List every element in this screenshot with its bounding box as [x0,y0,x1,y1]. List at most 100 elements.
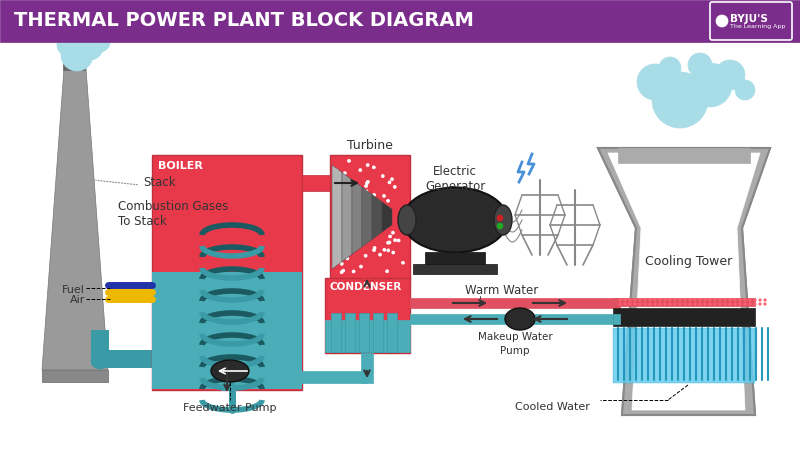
Circle shape [764,303,766,305]
Circle shape [354,231,358,234]
Polygon shape [598,148,770,415]
Bar [613,328,755,383]
Circle shape [664,303,666,305]
Circle shape [694,303,696,305]
Bar [0,0,800,42]
Circle shape [57,34,79,56]
Circle shape [694,299,696,301]
Circle shape [714,299,716,301]
Text: Pump: Pump [500,346,530,356]
Circle shape [718,303,722,305]
Circle shape [699,303,701,305]
Circle shape [347,159,350,163]
Bar [361,353,373,383]
Circle shape [684,299,686,301]
Bar [613,308,755,326]
Circle shape [378,222,381,225]
Circle shape [354,235,357,237]
Circle shape [343,172,346,175]
Circle shape [380,212,383,216]
Circle shape [619,303,622,305]
Circle shape [402,261,405,264]
Polygon shape [332,165,342,269]
Circle shape [364,231,366,234]
Bar [613,314,620,324]
Circle shape [749,299,751,301]
Text: CONDENSER: CONDENSER [329,282,402,292]
Circle shape [724,299,726,301]
Circle shape [654,299,656,301]
Circle shape [735,80,755,100]
Circle shape [397,239,400,242]
Circle shape [388,209,390,212]
Bar [152,272,302,389]
Circle shape [390,178,394,181]
Circle shape [659,57,681,79]
Bar [100,350,162,368]
Circle shape [634,303,636,305]
Circle shape [373,247,376,250]
Bar [410,298,620,308]
Circle shape [749,303,751,305]
Circle shape [344,237,347,240]
Circle shape [758,303,762,305]
Text: Electric
Generator: Electric Generator [425,165,485,193]
Circle shape [638,299,642,301]
Circle shape [382,194,386,197]
Circle shape [382,175,384,178]
Circle shape [340,271,343,274]
Bar [361,278,373,280]
Circle shape [361,192,364,195]
Circle shape [764,299,766,301]
Text: Stack: Stack [143,176,176,188]
Circle shape [659,299,662,301]
Circle shape [699,299,701,301]
Bar [618,148,750,163]
Circle shape [364,254,367,257]
Text: THERMAL POWER PLANT BLOCK DIAGRAM: THERMAL POWER PLANT BLOCK DIAGRAM [14,11,474,30]
Circle shape [718,299,722,301]
Circle shape [336,209,338,212]
Circle shape [338,191,341,194]
Bar [63,55,85,70]
Circle shape [91,351,109,369]
Circle shape [684,303,686,305]
Bar [387,313,397,352]
Circle shape [342,210,346,213]
Circle shape [355,225,358,228]
Text: BYJU'S: BYJU'S [730,14,768,24]
Circle shape [346,257,349,260]
Text: Fuel: Fuel [62,285,85,295]
Text: Turbine: Turbine [347,139,393,152]
Bar [373,313,383,352]
Circle shape [729,303,731,305]
Circle shape [704,303,706,305]
Text: Feedwater Pump: Feedwater Pump [183,403,277,413]
Bar [302,175,367,191]
Circle shape [674,299,676,301]
Circle shape [383,248,386,251]
Circle shape [652,72,708,128]
Circle shape [365,185,367,188]
Circle shape [342,213,346,216]
Circle shape [688,53,712,77]
Circle shape [624,303,626,305]
Circle shape [497,215,503,221]
Bar [221,371,233,390]
Text: Makeup Water: Makeup Water [478,332,552,342]
Polygon shape [42,55,108,370]
Ellipse shape [211,360,249,382]
Bar [325,320,410,352]
Circle shape [359,265,362,268]
Circle shape [664,299,666,301]
Circle shape [638,303,642,305]
Circle shape [394,239,397,242]
Circle shape [688,63,732,107]
Bar [410,212,440,222]
Circle shape [739,299,742,301]
Circle shape [378,253,382,256]
Text: Cooled Water: Cooled Water [515,402,590,412]
Bar [42,370,108,382]
Polygon shape [608,153,760,410]
Text: Combustion Gases
To Stack: Combustion Gases To Stack [118,200,228,228]
